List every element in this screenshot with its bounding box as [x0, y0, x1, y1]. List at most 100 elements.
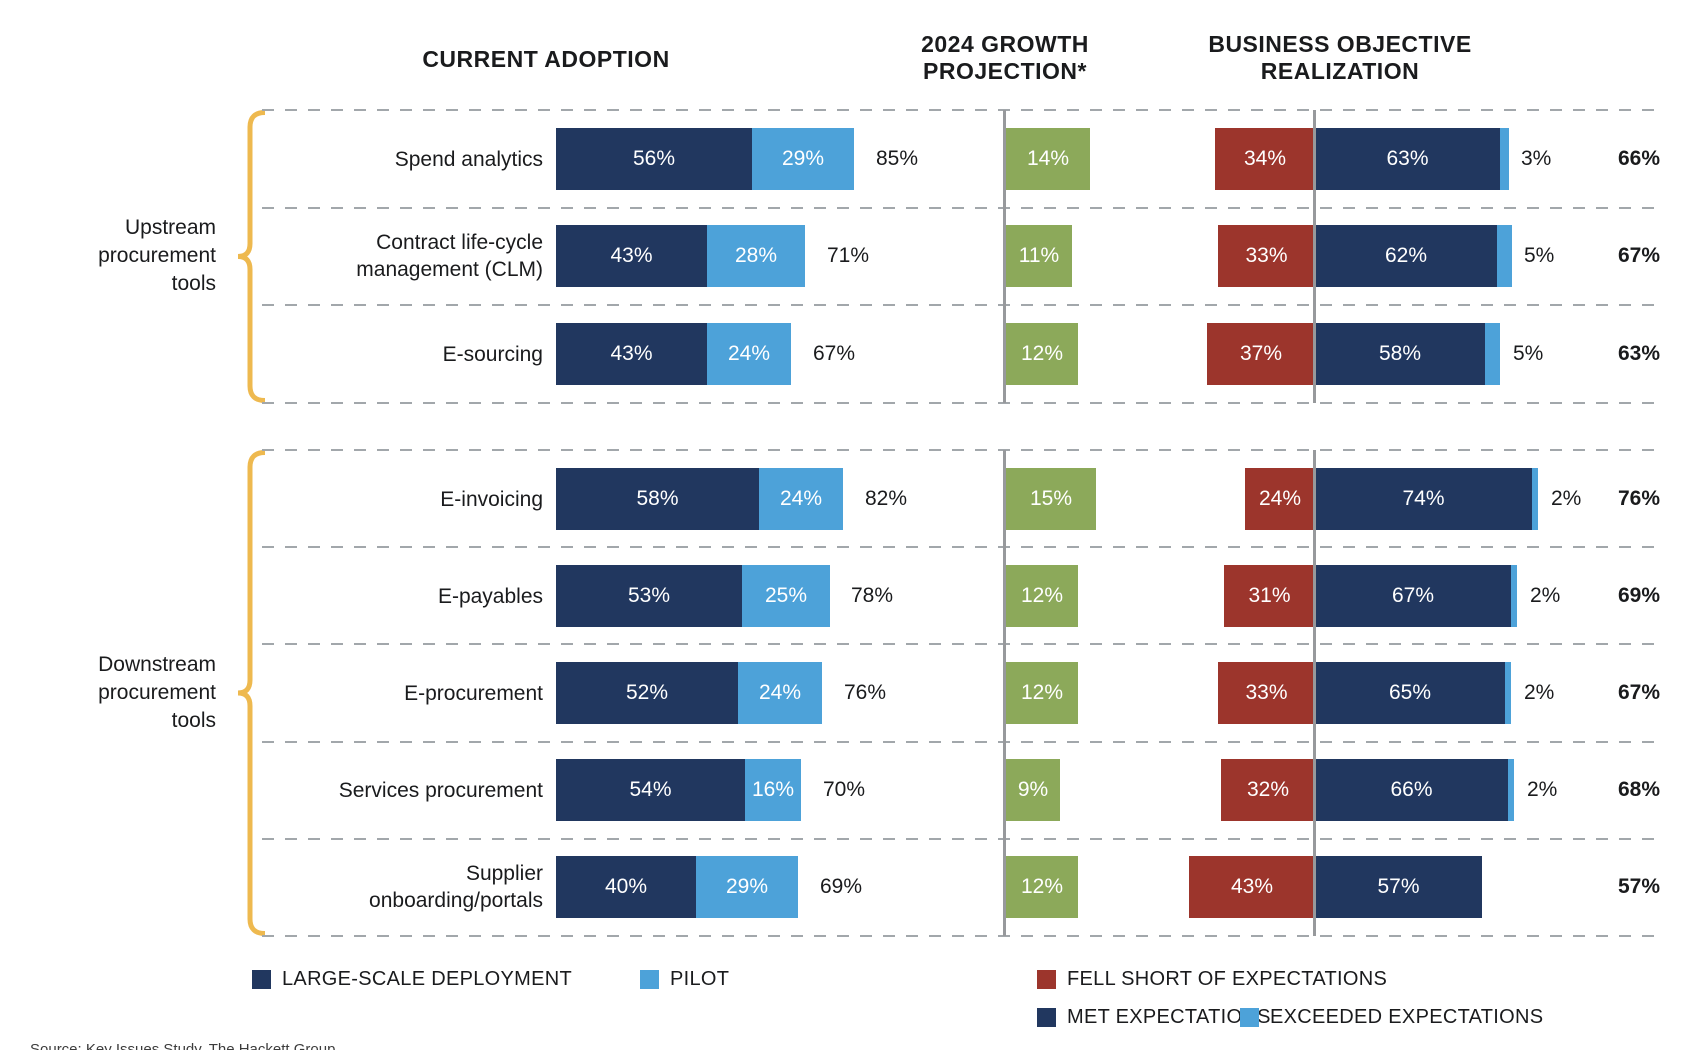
row-separator-line — [262, 935, 1660, 937]
objective-total-label: 76% — [1617, 487, 1660, 510]
group-label-downstream: Downstream procurement tools — [98, 653, 216, 732]
row-separator-line — [262, 402, 1660, 404]
row-label: Supplier onboarding/portals — [369, 862, 543, 912]
objective-exceeded-label: 2% — [1530, 584, 1561, 607]
legend-label-exceeded-expectations: EXCEEDED EXPECTATIONS — [1270, 1005, 1544, 1028]
row-label: Spend analytics — [394, 147, 543, 171]
adoption-large-scale-bar: 58% — [556, 468, 759, 530]
objective-exceeded-label: 2% — [1527, 778, 1558, 801]
row-separator-line — [262, 741, 1660, 743]
legend-label-pilot: PILOT — [670, 967, 730, 990]
adoption-total-label: 71% — [827, 244, 870, 267]
adoption-large-scale-bar: 54% — [556, 759, 745, 821]
adoption-pilot-bar: 28% — [707, 225, 805, 287]
objective-met-bar: 58% — [1315, 323, 1485, 385]
row-separator-line — [262, 449, 1660, 451]
objective-divider-line — [1313, 450, 1316, 936]
header-current-adoption: CURRENT ADOPTION — [422, 46, 670, 72]
objective-total-label: 67% — [1617, 244, 1660, 267]
bracket-downstream — [237, 450, 266, 936]
objective-total-label: 63% — [1617, 342, 1660, 365]
legend-item-pilot: PILOT — [640, 968, 729, 990]
legend-item-exceeded-expectations: EXCEEDED EXPECTATIONS — [1240, 1006, 1543, 1028]
growth-projection-bar: 9% — [1006, 759, 1060, 821]
objective-exceeded-bar — [1508, 759, 1514, 821]
row-separator-line — [262, 304, 1660, 306]
adoption-pilot-bar: 29% — [696, 856, 798, 918]
objective-met-bar: 66% — [1315, 759, 1508, 821]
row-label: Services procurement — [338, 778, 543, 802]
objective-met-bar: 57% — [1315, 856, 1482, 918]
objective-exceeded-bar — [1485, 323, 1500, 385]
row-label: E-sourcing — [442, 342, 543, 366]
objective-fell-short-bar: 31% — [1224, 565, 1315, 627]
growth-projection-bar: 11% — [1006, 225, 1072, 287]
legend-label-fell-short: FELL SHORT OF EXPECTATIONS — [1067, 967, 1388, 990]
objective-total-label: 57% — [1617, 875, 1660, 898]
objective-fell-short-bar: 43% — [1189, 856, 1315, 918]
objective-divider-line — [1313, 110, 1316, 403]
growth-projection-bar: 14% — [1006, 128, 1090, 190]
objective-met-bar: 67% — [1315, 565, 1511, 627]
row-label: E-invoicing — [440, 487, 543, 511]
objective-fell-short-bar: 34% — [1215, 128, 1315, 190]
legend-swatch-pilot — [640, 969, 659, 989]
adoption-total-label: 85% — [876, 147, 919, 170]
objective-exceeded-label: 5% — [1524, 244, 1555, 267]
bracket-upstream — [237, 110, 266, 403]
adoption-large-scale-bar: 43% — [556, 323, 707, 385]
adoption-pilot-bar: 16% — [745, 759, 801, 821]
objective-total-label: 67% — [1617, 681, 1660, 704]
legend-item-met-expectations: MET EXPECTATIONS — [1037, 1006, 1271, 1028]
objective-exceeded-bar — [1497, 225, 1512, 287]
adoption-pilot-bar: 29% — [752, 128, 854, 190]
row-separator-line — [262, 546, 1660, 548]
growth-projection-bar: 15% — [1006, 468, 1096, 530]
objective-fell-short-bar: 37% — [1207, 323, 1315, 385]
objective-total-label: 68% — [1617, 778, 1660, 801]
objective-exceeded-bar — [1532, 468, 1538, 530]
growth-projection-bar: 12% — [1006, 565, 1078, 627]
row-separator-line — [262, 838, 1660, 840]
legend-label-met-expectations: MET EXPECTATIONS — [1067, 1005, 1271, 1028]
adoption-total-label: 67% — [813, 342, 856, 365]
legend-item-fell-short: FELL SHORT OF EXPECTATIONS — [1037, 968, 1387, 990]
objective-fell-short-bar: 33% — [1218, 662, 1315, 724]
legend-item-large-scale-deployment: LARGE-SCALE DEPLOYMENT — [252, 968, 572, 990]
objective-exceeded-label: 5% — [1513, 342, 1544, 365]
row-label: Contract life-cycle management (CLM) — [356, 231, 543, 281]
adoption-total-label: 76% — [844, 681, 887, 704]
row-label: E-payables — [437, 584, 543, 608]
adoption-pilot-bar: 24% — [738, 662, 822, 724]
objective-exceeded-label: 2% — [1551, 487, 1582, 510]
objective-met-bar: 65% — [1315, 662, 1505, 724]
objective-met-bar: 62% — [1315, 225, 1497, 287]
adoption-total-label: 78% — [851, 584, 894, 607]
objective-met-bar: 63% — [1315, 128, 1500, 190]
legend-swatch-large-scale-deployment — [252, 969, 271, 989]
objective-exceeded-bar — [1500, 128, 1509, 190]
row-separator-line — [262, 207, 1660, 209]
objective-fell-short-bar: 32% — [1221, 759, 1315, 821]
header-growth-projection: 2024 GROWTH PROJECTION* — [921, 31, 1089, 84]
objective-fell-short-bar: 33% — [1218, 225, 1315, 287]
adoption-pilot-bar: 24% — [707, 323, 791, 385]
objective-fell-short-bar: 24% — [1245, 468, 1315, 530]
adoption-total-label: 70% — [823, 778, 866, 801]
legend-swatch-fell-short — [1037, 969, 1056, 989]
adoption-pilot-bar: 24% — [759, 468, 843, 530]
adoption-large-scale-bar: 40% — [556, 856, 696, 918]
adoption-total-label: 82% — [865, 487, 908, 510]
adoption-pilot-bar: 25% — [742, 565, 830, 627]
objective-exceeded-label: 3% — [1521, 147, 1552, 170]
objective-total-label: 69% — [1617, 584, 1660, 607]
adoption-large-scale-bar: 43% — [556, 225, 707, 287]
row-separator-line — [262, 643, 1660, 645]
header-business-objective: BUSINESS OBJECTIVE REALIZATION — [1208, 31, 1472, 84]
adoption-large-scale-bar: 56% — [556, 128, 752, 190]
adoption-total-label: 69% — [820, 875, 863, 898]
source-footnote: Source: Key Issues Study, The Hackett Gr… — [30, 1041, 336, 1050]
row-label: E-procurement — [404, 681, 543, 705]
objective-total-label: 66% — [1617, 147, 1660, 170]
